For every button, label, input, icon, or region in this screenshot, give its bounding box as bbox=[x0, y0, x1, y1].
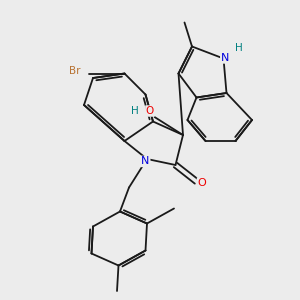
Text: Br: Br bbox=[69, 65, 81, 76]
Text: O: O bbox=[197, 178, 206, 188]
Text: H: H bbox=[235, 43, 242, 53]
Text: N: N bbox=[141, 156, 150, 167]
Text: H: H bbox=[131, 106, 139, 116]
Text: N: N bbox=[221, 53, 229, 63]
Text: O: O bbox=[146, 106, 154, 116]
